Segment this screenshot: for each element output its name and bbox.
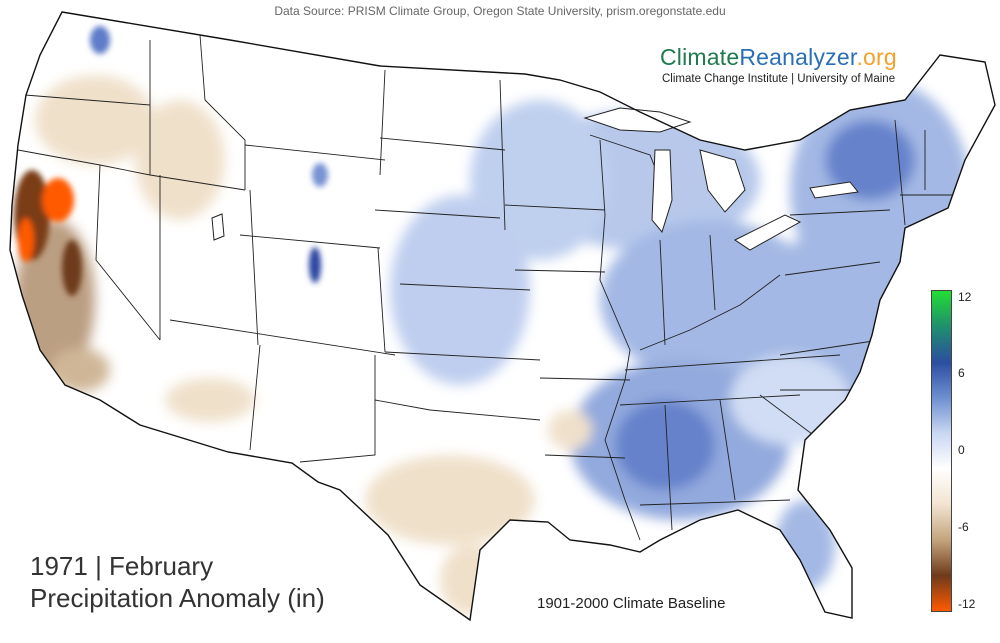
ohio-river [639,274,781,351]
ar-la-border [544,454,626,459]
four-corners-line [169,319,396,356]
mn-ia-border [504,204,606,211]
logo-part-reanalyzer: Reanalyzer [739,44,857,70]
climate-reanalyzer-logo: ClimateReanalyzer.org Climate Change Ins… [660,44,897,85]
logo-part-org: .org [856,44,897,70]
va-nc-border [779,339,881,356]
pa-border-south [784,261,881,276]
pa-ny-border [789,209,891,216]
wet-region-new-york [825,120,915,200]
tn-border-south [619,394,801,406]
sd-ne-border [374,209,501,219]
dry-extreme-shasta [42,178,74,222]
nv-id-ut-border [149,174,246,191]
ga-sc-border [759,394,821,441]
state-boundaries [17,34,960,541]
wet-region-florida [775,500,835,590]
ca-nv-border [95,164,161,341]
colorbar-tick-6: 6 [958,366,965,380]
dry-region-great-basin [135,100,225,220]
map-title-variable: Precipitation Anomaly (in) [30,583,325,613]
map-title-date: 1971 | February [30,551,214,581]
wet-extreme-colorado [309,247,321,283]
ne-ks-border [399,283,531,291]
dry-region-arizona [165,378,255,422]
fl-border [639,499,791,506]
ut-co-border [249,189,259,346]
tx-nm-border [299,400,376,463]
mississippi-river [599,139,641,541]
logo-part-climate: Climate [660,44,740,70]
ks-ok-border [384,351,541,361]
colorbar-tick-neg12: -12 [958,597,976,611]
dry-region-oregon [35,75,155,165]
wa-or-border [24,94,151,106]
dry-region-arkansas [548,410,592,450]
colorbar-tick-12: 12 [958,290,972,304]
color-scale-bar [931,290,952,612]
colorbar-tick-neg6: -6 [958,520,969,534]
logo-subtitle: Climate Change Institute | University of… [662,73,896,85]
dry-region-texas [365,455,535,545]
dry-region-socal [50,348,110,392]
dakotas-mn-border [499,79,506,231]
map-title: 1971 | February Precipitation Anomaly (i… [30,550,325,614]
baseline-label: 1901-2000 Climate Baseline [537,595,726,612]
dry-extreme-sierra [62,240,82,296]
mt-wy-border [244,144,386,161]
colorbar-tick-0: 0 [958,443,965,457]
great-lakes [211,107,859,251]
wy-co-border [239,234,381,249]
az-nm-border [249,344,261,451]
ok-tx-border [374,355,541,421]
co-ks-border [377,247,386,353]
mt-id-border [199,34,246,190]
nd-sd-border [379,137,506,151]
lake-superior [583,107,692,133]
il-in-border [659,239,666,346]
wet-region-carolinas [730,355,850,445]
lake-erie [734,214,802,251]
mt-nd-border [379,69,386,176]
ia-mo-border [514,269,606,273]
dry-extreme-coast-range [18,218,34,262]
wet-region-mississippi-alabama [615,400,715,490]
lake-michigan [651,149,673,234]
mo-ar-border [539,377,631,381]
data-source-text: Data Source: PRISM Climate Group, Oregon… [274,4,726,18]
wet-region-central-plains [390,195,530,385]
ms-al-border [664,404,673,531]
in-oh-border [709,234,716,311]
great-salt-lake [211,213,225,241]
lake-ontario [809,181,859,199]
al-ga-border [719,399,736,501]
wet-spot-wyoming [312,163,328,187]
tn-border-north [624,354,841,371]
lake-huron [699,149,746,213]
wet-spot-washington [90,26,110,54]
new-england-border [894,119,906,226]
